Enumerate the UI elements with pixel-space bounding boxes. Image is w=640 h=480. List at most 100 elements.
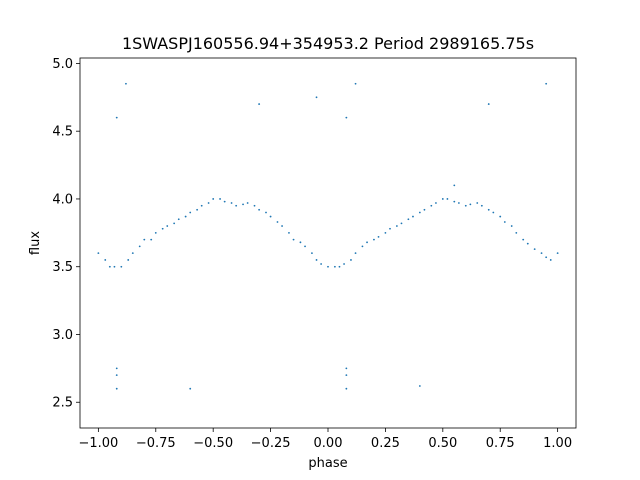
- data-point: [464, 204, 467, 207]
- data-point: [108, 265, 111, 268]
- data-point: [242, 203, 244, 206]
- chart-title: 1SWASPJ160556.94+354953.2 Period 2989165…: [122, 34, 534, 53]
- data-point: [320, 263, 323, 265]
- data-point: [499, 215, 502, 218]
- data-point: [345, 374, 348, 377]
- data-point: [354, 252, 357, 255]
- data-point: [430, 204, 433, 207]
- data-point: [315, 259, 318, 261]
- data-point: [338, 265, 341, 268]
- y-axis-ticks: 2.5 3.0 3.5 4.0 4.5 5.0: [52, 57, 80, 411]
- data-point: [487, 208, 490, 211]
- data-point: [345, 116, 348, 119]
- data-point: [412, 215, 414, 218]
- x-tick-label: 1.00: [543, 436, 572, 451]
- data-point: [125, 82, 127, 85]
- data-point: [533, 248, 536, 251]
- data-point: [545, 82, 548, 85]
- data-point: [315, 96, 318, 99]
- data-point: [219, 198, 221, 200]
- data-point: [384, 231, 387, 234]
- x-tick-label: −1.00: [78, 436, 118, 451]
- data-point: [131, 252, 134, 255]
- data-point: [97, 252, 100, 255]
- data-point: [354, 82, 357, 85]
- data-point: [207, 202, 210, 204]
- data-point: [469, 203, 472, 206]
- data-point: [400, 222, 403, 225]
- data-point: [115, 116, 118, 119]
- x-tick-label: −0.75: [136, 436, 176, 451]
- data-point: [510, 225, 513, 227]
- data-point: [333, 265, 336, 268]
- data-point: [480, 204, 483, 207]
- data-point: [366, 241, 368, 244]
- data-point: [453, 200, 456, 203]
- data-point: [446, 198, 449, 200]
- data-point: [230, 202, 233, 204]
- x-tick-label: 0.50: [428, 436, 457, 451]
- data-point: [503, 221, 506, 223]
- data-point: [200, 204, 203, 207]
- data-point: [343, 263, 345, 265]
- data-point: [549, 259, 552, 261]
- data-point: [556, 252, 559, 255]
- data-point: [311, 252, 313, 255]
- data-point: [418, 211, 421, 214]
- data-point: [373, 238, 375, 241]
- data-point: [540, 252, 543, 255]
- data-point: [269, 215, 272, 218]
- scatter-points: [97, 82, 559, 390]
- data-point: [150, 238, 153, 241]
- data-point: [418, 385, 421, 387]
- data-point: [177, 218, 180, 221]
- data-point: [345, 367, 348, 370]
- data-point: [522, 238, 525, 241]
- data-point: [526, 242, 529, 245]
- data-point: [104, 259, 107, 261]
- x-tick-label: −0.25: [251, 436, 291, 451]
- y-tick-label: 2.5: [52, 396, 73, 411]
- x-tick-label: 0.75: [486, 436, 515, 451]
- data-point: [212, 198, 215, 200]
- data-point: [441, 198, 444, 200]
- data-point: [161, 227, 164, 230]
- data-point: [115, 374, 118, 377]
- data-point: [292, 238, 295, 241]
- data-point: [184, 215, 187, 218]
- y-tick-label: 4.5: [52, 125, 73, 140]
- data-point: [258, 103, 261, 105]
- x-tick-label: −0.50: [193, 436, 233, 451]
- y-tick-label: 3.0: [52, 328, 73, 343]
- data-point: [476, 202, 479, 204]
- data-point: [253, 204, 256, 207]
- data-point: [361, 245, 364, 248]
- data-point: [304, 245, 306, 248]
- data-point: [127, 259, 130, 261]
- data-point: [515, 231, 518, 234]
- data-point: [545, 256, 548, 259]
- data-point: [258, 208, 261, 211]
- data-point: [143, 238, 146, 241]
- data-point: [246, 202, 249, 204]
- data-point: [265, 211, 267, 214]
- data-point: [288, 231, 290, 234]
- data-point: [423, 208, 426, 211]
- data-point: [492, 211, 495, 214]
- data-point: [345, 387, 348, 390]
- data-point: [395, 225, 398, 227]
- data-point: [276, 221, 279, 223]
- data-point: [299, 241, 302, 244]
- data-point: [281, 225, 283, 227]
- data-point: [327, 265, 329, 268]
- data-point: [189, 211, 192, 214]
- y-tick-label: 4.0: [52, 192, 73, 207]
- x-axis-label: phase: [308, 456, 347, 471]
- data-point: [196, 208, 199, 211]
- y-tick-label: 3.5: [52, 260, 73, 275]
- data-point: [389, 227, 391, 230]
- data-point: [120, 265, 123, 268]
- x-tick-label: 0.00: [314, 436, 343, 451]
